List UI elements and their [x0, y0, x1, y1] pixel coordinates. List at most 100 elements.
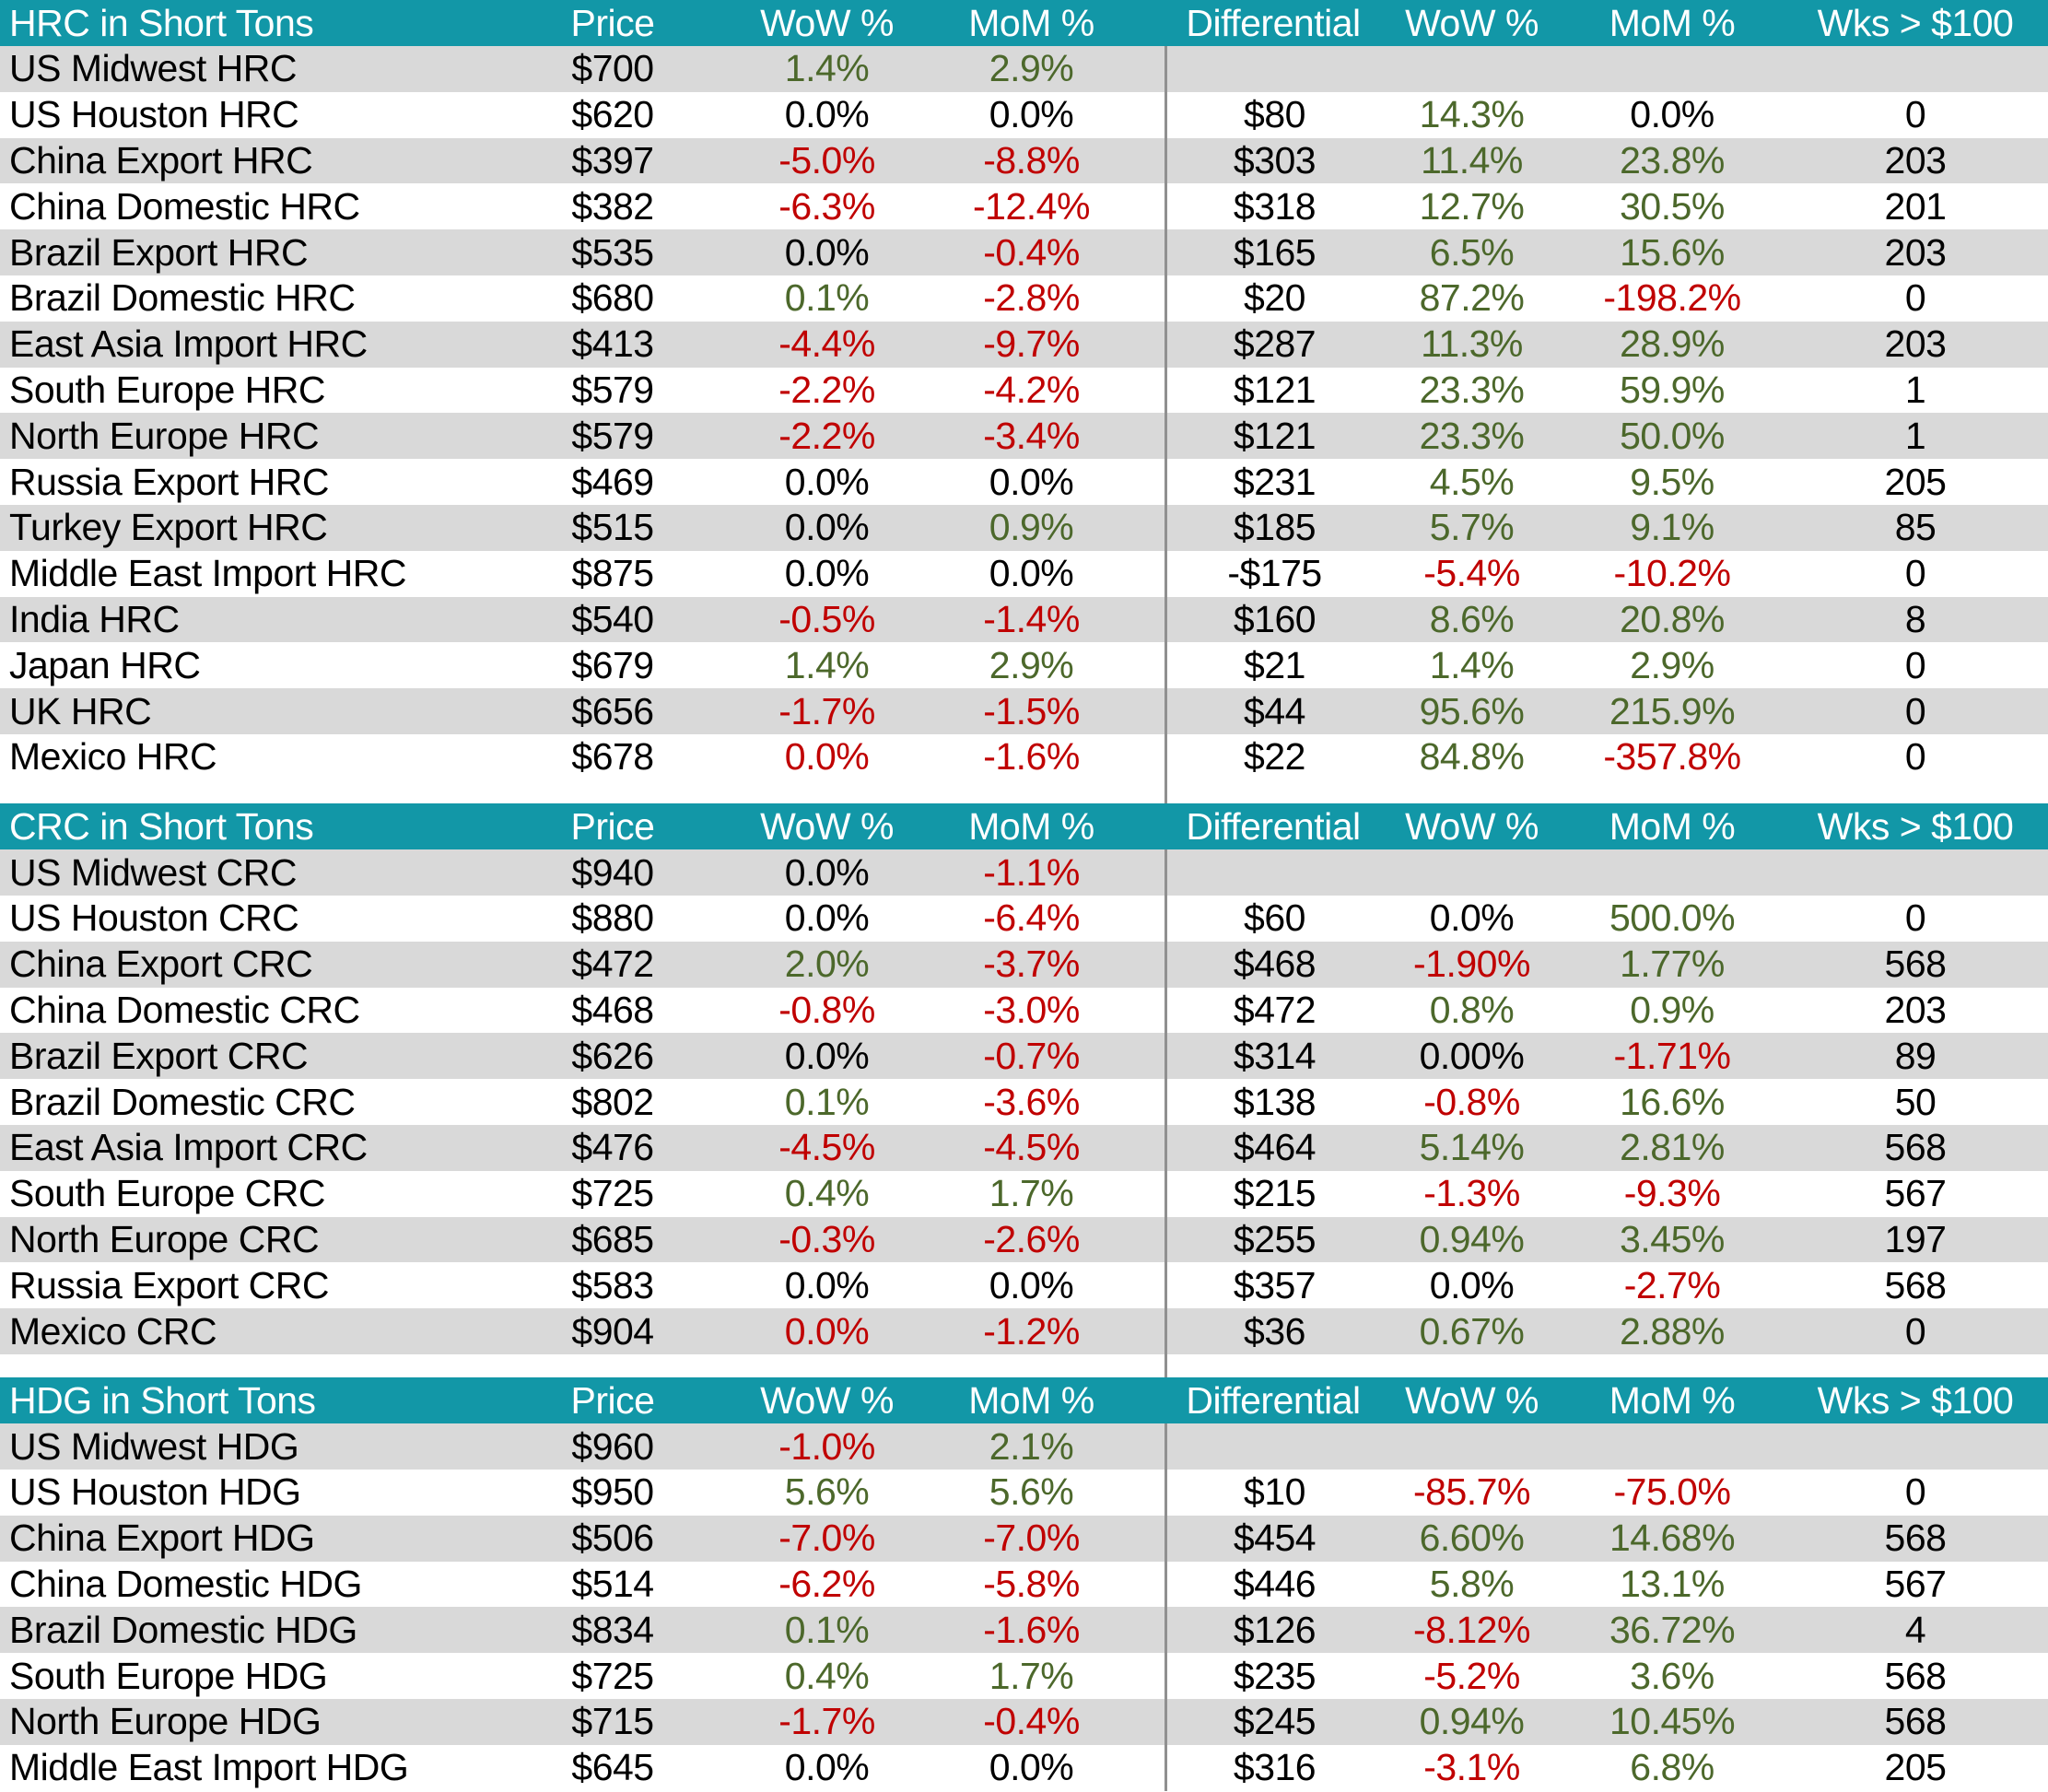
diff-mom-pct-cell: -198.2% — [1562, 275, 1783, 322]
mom-pct-cell: -1.6% — [898, 1607, 1164, 1653]
section-header-row: HDG in Short Tons Price WoW % MoM % Differen… — [0, 1377, 2048, 1424]
wks-over-100-cell: 0 — [1783, 688, 2048, 734]
diff-wow-pct-cell: 0.0% — [1382, 1262, 1562, 1308]
cell-value: 5.14% — [1419, 1126, 1525, 1169]
diff-mom-pct-cell: 50.0% — [1562, 413, 1783, 459]
wow-pct-cell: -7.0% — [755, 1516, 898, 1562]
cell-value: $303 — [1233, 138, 1317, 182]
cell-value: 12.7% — [1419, 184, 1525, 228]
column-header-label: Price — [570, 1, 655, 44]
table-row: South Europe CRC $725 0.4% 1.7% $215 -1.3% -9.… — [0, 1170, 2048, 1217]
cell-value: 0.1% — [784, 276, 870, 320]
wks-over-100-cell — [1783, 849, 2048, 896]
cell-value: $468 — [1233, 943, 1317, 986]
diff-mom-pct-cell: 3.6% — [1562, 1653, 1783, 1699]
wks-over-100-cell: 203 — [1783, 322, 2048, 368]
cell-value: 203 — [1884, 322, 1947, 366]
product-name-cell: China Export CRC — [0, 942, 470, 988]
differential-cell: $121 — [1164, 413, 1382, 460]
diff-mom-pct-cell: -10.2% — [1562, 551, 1783, 597]
cell-value: North Europe CRC — [9, 1217, 320, 1260]
mom-pct-cell: -9.7% — [898, 322, 1164, 368]
diff-mom-pct-cell: 20.8% — [1562, 597, 1783, 643]
wks-over-100-cell: 205 — [1783, 459, 2048, 505]
wow-pct-cell: -4.4% — [755, 322, 898, 368]
wks-over-100-cell: 197 — [1783, 1217, 2048, 1263]
cell-value: -1.71% — [1613, 1034, 1731, 1077]
diff-mom-pct-cell: 500.0% — [1562, 896, 1783, 942]
cell-value: -85.7% — [1413, 1470, 1530, 1514]
wow-pct-cell: 0.0% — [755, 92, 898, 138]
cell-value: 59.9% — [1620, 368, 1725, 411]
column-header-label: WoW % — [1405, 804, 1539, 848]
column-header-mom: MoM % — [898, 803, 1164, 849]
column-header-wks: Wks > $100 — [1783, 1377, 2048, 1423]
column-header-label: WoW % — [1405, 1378, 1539, 1422]
table-row: China Export HRC $397 -5.0% -8.8% $303 11.4% 2… — [0, 137, 2048, 184]
price-cell: $540 — [470, 597, 755, 643]
cell-value: -0.8% — [1423, 1080, 1520, 1123]
price-cell: $700 — [470, 46, 755, 92]
cell-value: -2.2% — [778, 368, 875, 411]
cell-value: North Europe HDG — [9, 1700, 322, 1743]
column-header-label: WoW % — [1405, 1, 1539, 44]
column-header-diff-wow: WoW % — [1382, 803, 1562, 849]
table-row: US Houston CRC $880 0.0% -6.4% $60 0.0% 500.0%… — [0, 895, 2048, 942]
differential-cell: $235 — [1164, 1653, 1382, 1700]
column-header-diff-mom: MoM % — [1562, 803, 1783, 849]
wks-over-100-cell: 568 — [1783, 942, 2048, 988]
cell-value: -7.0% — [778, 1517, 875, 1560]
cell-value: 0.9% — [989, 506, 1074, 549]
cell-value: -1.3% — [1423, 1172, 1520, 1215]
wow-pct-cell: -1.7% — [755, 1699, 898, 1745]
cell-value: -6.4% — [983, 896, 1080, 940]
differential-cell: $60 — [1164, 895, 1382, 942]
cell-value: $472 — [571, 943, 654, 986]
cell-value: China Export HDG — [9, 1517, 315, 1560]
table-row: Brazil Export HRC $535 0.0% -0.4% $165 6.5% 15… — [0, 229, 2048, 275]
cell-value: $685 — [571, 1217, 654, 1260]
wks-over-100-cell: 0 — [1783, 551, 2048, 597]
table-row: China Domestic HRC $382 -6.3% -12.4% $318 12.… — [0, 183, 2048, 230]
section-gap — [0, 779, 2048, 804]
diff-wow-pct-cell: 0.0% — [1382, 896, 1562, 942]
table-row: US Midwest HRC $700 1.4% 2.9% — [0, 46, 2048, 92]
cell-value: $579 — [571, 368, 654, 411]
diff-wow-pct-cell: 8.6% — [1382, 597, 1562, 643]
mom-pct-cell: -8.8% — [898, 138, 1164, 184]
cell-value: East Asia Import CRC — [9, 1126, 368, 1169]
diff-mom-pct-cell: 10.45% — [1562, 1699, 1783, 1745]
cell-value: 1.77% — [1620, 943, 1725, 986]
column-header-wks: Wks > $100 — [1783, 803, 2048, 849]
price-cell: $583 — [470, 1262, 755, 1308]
mom-pct-cell: -0.7% — [898, 1033, 1164, 1079]
cell-value: 95.6% — [1419, 689, 1525, 732]
wks-over-100-cell: 203 — [1783, 138, 2048, 184]
price-cell: $579 — [470, 413, 755, 459]
differential-cell: $138 — [1164, 1079, 1382, 1125]
mom-pct-cell: -3.7% — [898, 942, 1164, 988]
diff-wow-pct-cell: 23.3% — [1382, 368, 1562, 414]
cell-value: -9.3% — [1623, 1172, 1721, 1215]
cell-value: $245 — [1233, 1700, 1317, 1743]
column-header-differential: Differential — [1164, 1377, 1382, 1423]
differential-cell: $446 — [1164, 1561, 1382, 1608]
cell-value: $36 — [1244, 1309, 1305, 1353]
cell-value: -3.4% — [983, 414, 1080, 457]
cell-value: -1.90% — [1413, 943, 1530, 986]
cell-value: 5.8% — [1429, 1563, 1515, 1606]
cell-value: 5.7% — [1429, 506, 1515, 549]
cell-value: $472 — [1233, 988, 1317, 1031]
cell-value: $382 — [571, 184, 654, 228]
diff-mom-pct-cell — [1562, 1423, 1783, 1470]
table-row: China Export HDG $506 -7.0% -7.0% $454 6.60% 1… — [0, 1515, 2048, 1562]
column-header-label: MoM % — [968, 804, 1094, 848]
cell-value: US Midwest HDG — [9, 1424, 299, 1468]
column-header-wow: WoW % — [755, 803, 898, 849]
cell-value: 3.45% — [1620, 1217, 1725, 1260]
cell-value: Turkey Export HRC — [9, 506, 328, 549]
diff-mom-pct-cell: -9.3% — [1562, 1171, 1783, 1217]
cell-value: -2.7% — [1623, 1263, 1721, 1306]
price-cell: $476 — [470, 1125, 755, 1171]
product-name-cell: Russia Export CRC — [0, 1262, 470, 1308]
